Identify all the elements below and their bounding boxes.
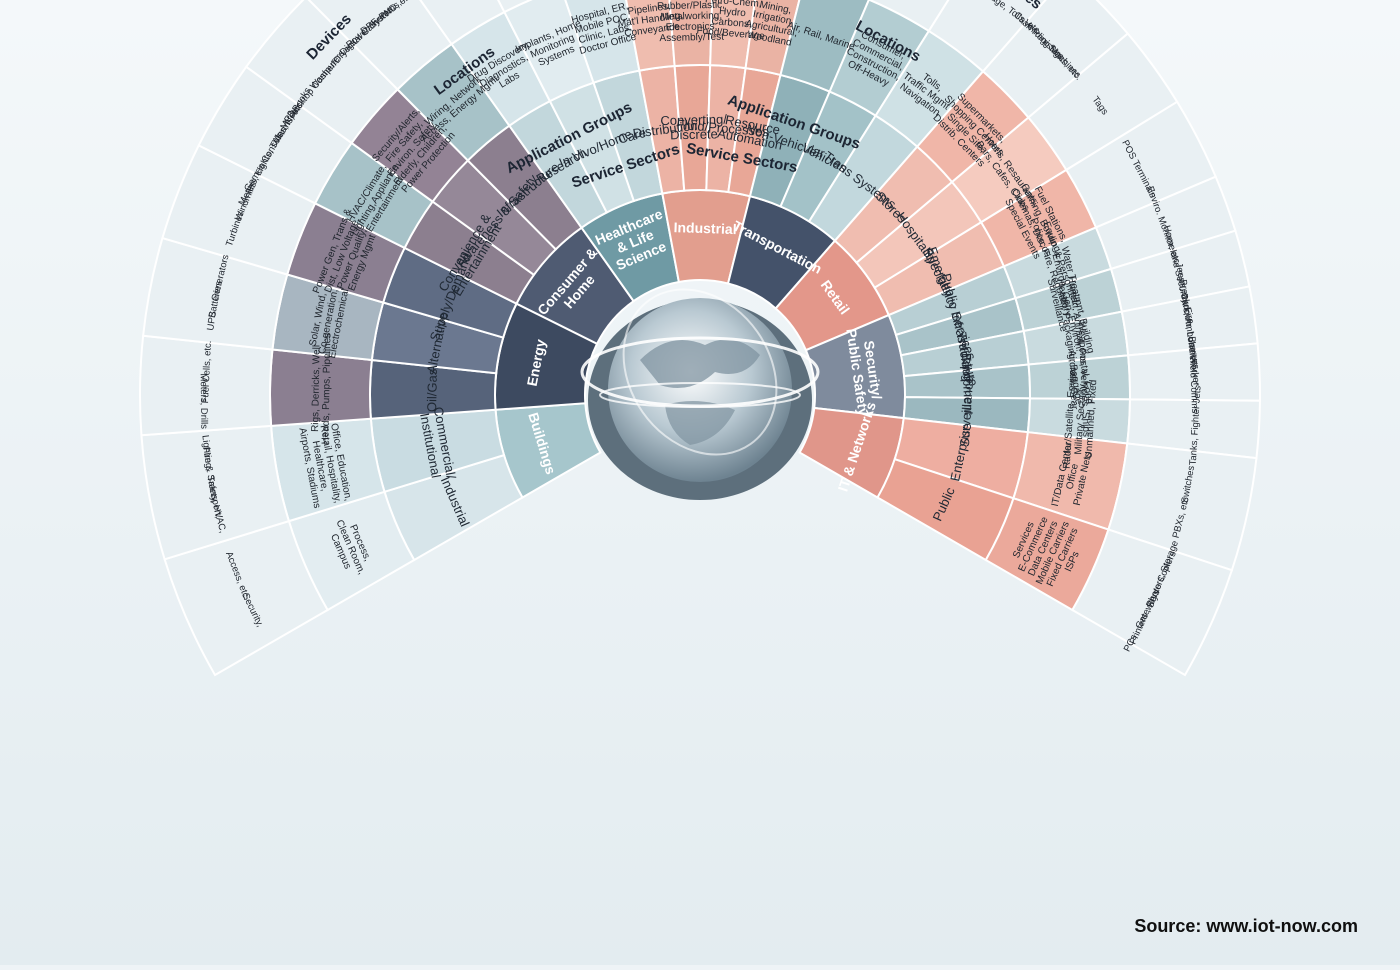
device-label: Tanks, Fighter Jets bbox=[1188, 385, 1204, 465]
device-3-0 bbox=[419, 0, 506, 46]
location-label: Rigs, Derricks, WellHeads, Pumps, Pipeli… bbox=[310, 332, 334, 444]
sector-label: Industrial bbox=[673, 219, 736, 237]
group-label: Surveillance bbox=[957, 376, 976, 448]
location-label: Metals, Paper,Rubber/Plastic,Metalworkin… bbox=[657, 0, 726, 44]
device-label: Battlefield Comms bbox=[1186, 336, 1200, 414]
device-5-1 bbox=[867, 0, 950, 33]
location-label: Radar/Satellite, Envirn.Military Securit… bbox=[1062, 366, 1100, 470]
device-label: UPS bbox=[205, 310, 219, 331]
location-label: Petro-Chem,HydroCarbons,Food/Beverage bbox=[696, 0, 768, 42]
source-credit: Source: www.iot-now.com bbox=[1134, 916, 1358, 936]
location-label: ServicesE-CommerceData CentersMobile Car… bbox=[1005, 507, 1091, 595]
wheel-segments bbox=[139, 0, 1261, 677]
device-3-1 bbox=[497, 0, 533, 14]
group-label: Oil/Gas bbox=[424, 368, 440, 412]
location-label: Weapons, Vehicles, ShipsAircraft, Gear bbox=[1065, 321, 1091, 437]
group-label: Tracking bbox=[954, 331, 976, 382]
group-label: Converting/Discrete bbox=[660, 112, 728, 143]
location-label: Power Gen, Trans &Dist, Low Voltage,Powe… bbox=[311, 207, 384, 307]
device-label: Meters, Drills bbox=[198, 373, 210, 429]
location-label: Process,Clean Room,Campus bbox=[324, 514, 377, 580]
group-label: Equipment bbox=[959, 353, 977, 416]
globe-icon bbox=[580, 288, 820, 500]
location-label: Security/Alerts,Fire Safety,Environ. Saf… bbox=[367, 102, 457, 195]
device-8-1 bbox=[1071, 528, 1234, 677]
location-label: Pipelines,Mat'l Handling,Conveyance bbox=[616, 0, 685, 40]
device-label: Lighting, bbox=[199, 434, 214, 471]
group-label: Care bbox=[616, 125, 647, 147]
device-label: Fuel Cells, etc. bbox=[200, 340, 214, 403]
